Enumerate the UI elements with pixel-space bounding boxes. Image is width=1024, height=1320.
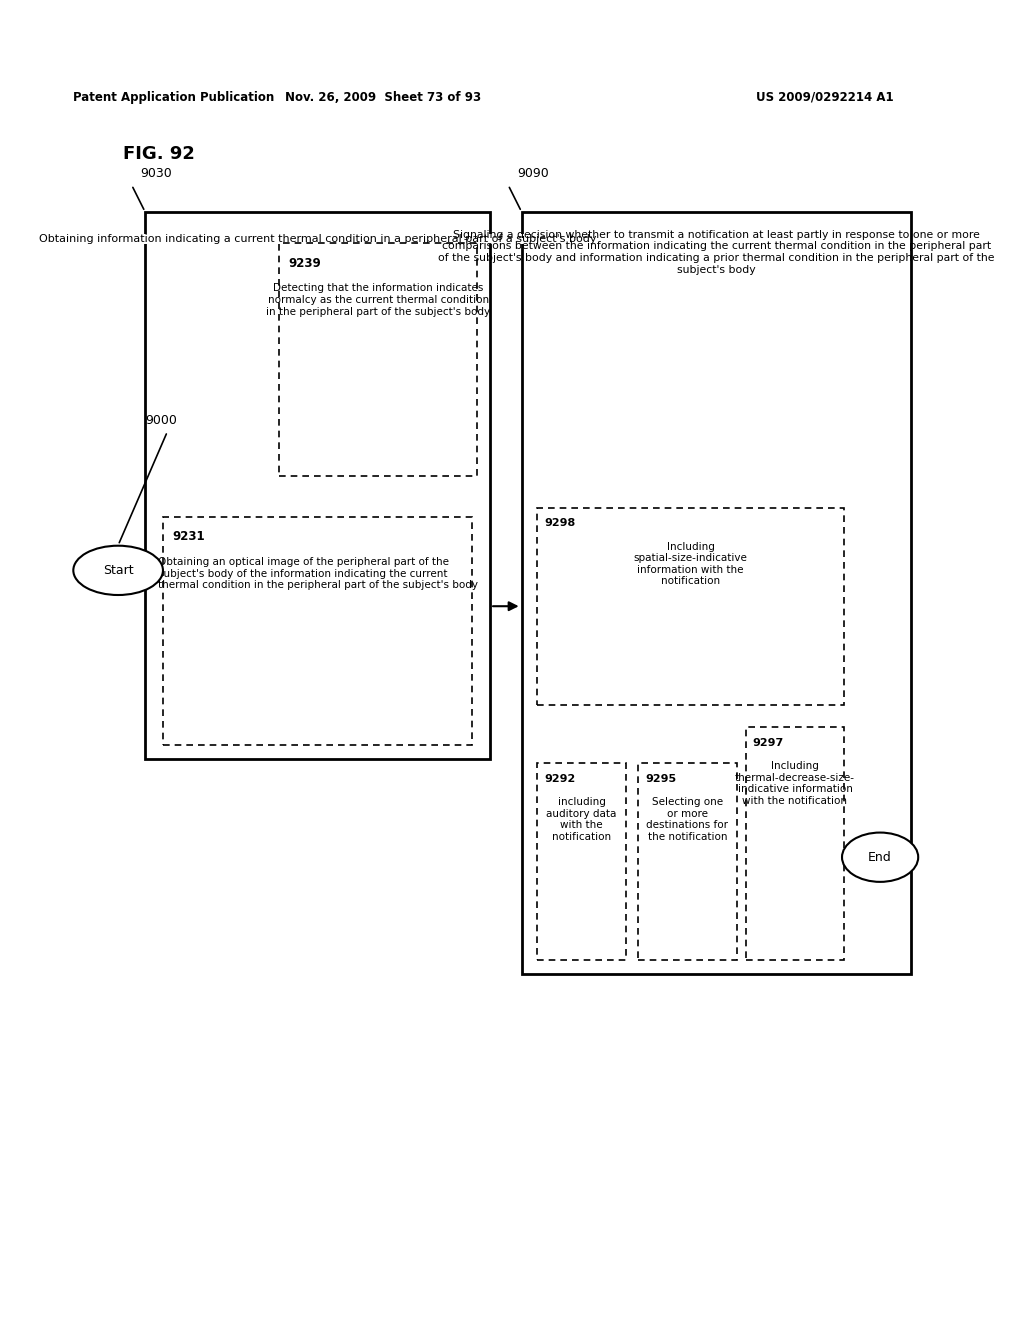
Bar xyxy=(638,763,736,961)
Text: 9231: 9231 xyxy=(172,531,205,543)
Text: End: End xyxy=(868,850,892,863)
Bar xyxy=(163,516,472,746)
Text: 9297: 9297 xyxy=(753,738,784,748)
Text: 9239: 9239 xyxy=(289,256,322,269)
Bar xyxy=(280,243,477,477)
Text: Obtaining an optical image of the peripheral part of the
subject's body of the i: Obtaining an optical image of the periph… xyxy=(158,557,477,590)
Text: Start: Start xyxy=(102,564,133,577)
Text: 9000: 9000 xyxy=(145,414,177,426)
Text: Including
thermal-decrease-size-
indicative information
with the notification: Including thermal-decrease-size- indicat… xyxy=(735,762,855,807)
Text: 9298: 9298 xyxy=(544,519,575,528)
Text: Nov. 26, 2009  Sheet 73 of 93: Nov. 26, 2009 Sheet 73 of 93 xyxy=(285,91,480,104)
Text: 9292: 9292 xyxy=(544,774,575,784)
Text: 9090: 9090 xyxy=(517,168,549,181)
Text: Obtaining information indicating a current thermal condition in a peripheral par: Obtaining information indicating a curre… xyxy=(39,234,596,244)
Ellipse shape xyxy=(74,545,163,595)
Ellipse shape xyxy=(842,833,919,882)
Text: US 2009/0292214 A1: US 2009/0292214 A1 xyxy=(756,91,894,104)
Bar xyxy=(537,508,844,705)
Text: including
auditory data
with the
notification: including auditory data with the notific… xyxy=(547,797,616,842)
Text: Patent Application Publication: Patent Application Publication xyxy=(74,91,274,104)
Text: Detecting that the information indicates
normalcy as the current thermal conditi: Detecting that the information indicates… xyxy=(266,284,490,317)
Bar xyxy=(745,727,844,961)
Text: FIG. 92: FIG. 92 xyxy=(123,145,195,162)
Text: 9030: 9030 xyxy=(140,168,172,181)
Bar xyxy=(537,763,627,961)
Text: Signaling a decision whether to transmit a notification at least partly in respo: Signaling a decision whether to transmit… xyxy=(438,230,994,275)
Text: Selecting one
or more
destinations for
the notification: Selecting one or more destinations for t… xyxy=(646,797,728,842)
FancyBboxPatch shape xyxy=(521,211,911,974)
Text: Including
spatial-size-indicative
information with the
notification: Including spatial-size-indicative inform… xyxy=(634,541,748,586)
FancyBboxPatch shape xyxy=(145,211,490,759)
Text: 9295: 9295 xyxy=(645,774,677,784)
